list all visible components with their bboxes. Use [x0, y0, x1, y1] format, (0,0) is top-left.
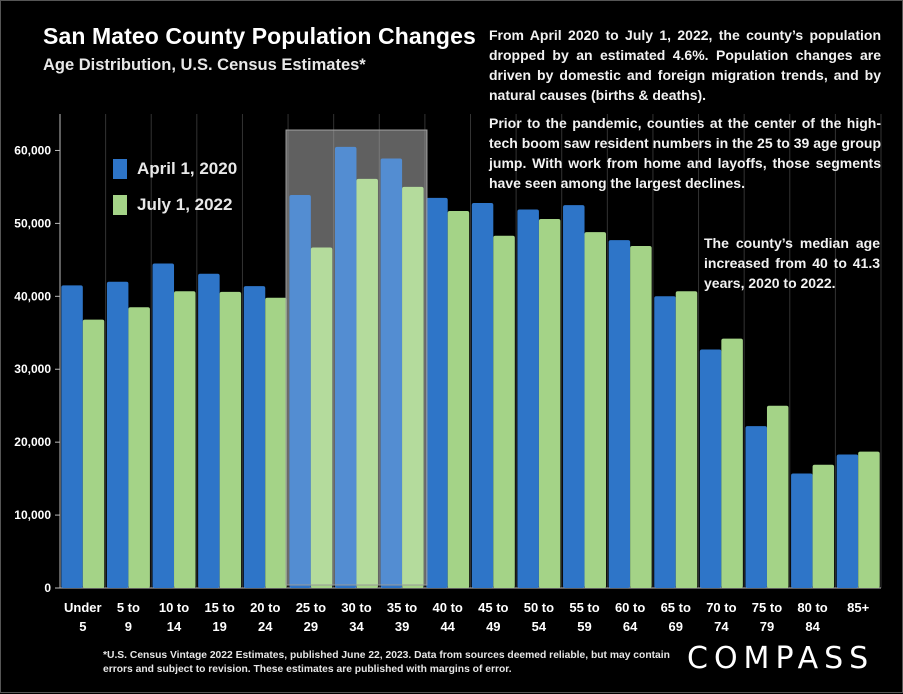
- bar-2020: [745, 426, 767, 588]
- y-tick-label: 20,000: [14, 435, 51, 449]
- bar-2022: [128, 307, 150, 588]
- x-tick-label-line1: 50 to: [524, 600, 554, 615]
- bar-2020: [699, 349, 722, 588]
- x-tick-label-line1: 25 to: [296, 600, 326, 615]
- x-tick-label-line1: 45 to: [478, 600, 508, 615]
- legend-label-2020: April 1, 2020: [137, 159, 238, 178]
- bar-2022: [766, 405, 789, 588]
- bar-2020: [654, 296, 676, 588]
- x-tick-label-line1: 70 to: [706, 600, 736, 615]
- bar-2022: [174, 291, 196, 588]
- x-tick-label-line1: 5 to: [117, 600, 140, 615]
- chart-title: San Mateo County Population Changes: [43, 23, 476, 49]
- chart-subtitle: Age Distribution, U.S. Census Estimates*: [43, 56, 366, 74]
- bar-2022: [858, 451, 880, 588]
- legend-swatch-2022: [113, 195, 127, 215]
- x-tick-label-line1: 65 to: [661, 600, 691, 615]
- x-tick-label-line2: 5: [79, 619, 86, 634]
- highlight-box-overlay: [285, 129, 428, 586]
- x-tick-label-line2: 49: [486, 619, 500, 634]
- y-tick-label: 10,000: [14, 508, 51, 522]
- x-tick-label-line2: 29: [304, 619, 318, 634]
- bar-2020: [836, 454, 859, 588]
- x-tick-label-line1: 10 to: [159, 600, 189, 615]
- bar-2022: [538, 219, 561, 589]
- x-tick-label-line2: 44: [440, 619, 455, 634]
- bar-2020: [289, 194, 311, 588]
- bar-2020: [791, 473, 813, 588]
- annotation-population-drop: From April 2020 to July 1, 2022, the cou…: [489, 27, 881, 103]
- bar-2022: [447, 210, 470, 589]
- legend-swatch-2020: [113, 159, 127, 179]
- x-tick-label-line2: 34: [349, 619, 364, 634]
- x-tick-label-line1: 60 to: [615, 600, 645, 615]
- bar-2020: [243, 286, 266, 588]
- y-tick-label: 30,000: [14, 362, 51, 376]
- bar-2022: [219, 291, 242, 588]
- y-tick-label: 50,000: [14, 216, 51, 230]
- bar-2022: [402, 186, 424, 588]
- x-tick-label-line2: 14: [167, 619, 182, 634]
- x-tick-label-line1: 20 to: [250, 600, 280, 615]
- x-tick-label-line2: 79: [760, 619, 774, 634]
- bar-2022: [356, 178, 378, 588]
- x-tick-label-line1: 80 to: [797, 600, 827, 615]
- x-tick-label-line1: 85+: [847, 600, 869, 615]
- bar-2022: [310, 247, 333, 589]
- legend-label-2022: July 1, 2022: [137, 195, 233, 214]
- x-tick-label-line2: 24: [258, 619, 273, 634]
- bar-2022: [265, 297, 287, 588]
- y-tick-label: 0: [44, 581, 51, 595]
- x-tick-label-line1: 15 to: [204, 600, 234, 615]
- footnote: *U.S. Census Vintage 2022 Estimates, pub…: [103, 650, 670, 675]
- bar-2020: [608, 240, 631, 588]
- x-tick-label-line2: 74: [714, 619, 729, 634]
- bar-2020: [61, 285, 83, 588]
- legend-item-2022: July 1, 2022: [113, 192, 273, 218]
- bar-2022: [812, 464, 835, 588]
- x-tick-label-line2: 69: [669, 619, 683, 634]
- annotation-median-age: The county’s median age increased from 4…: [704, 235, 880, 291]
- bar-2022: [675, 291, 698, 588]
- bar-2020: [517, 209, 539, 588]
- x-tick-label-line1: 35 to: [387, 600, 417, 615]
- x-tick-label-line2: 39: [395, 619, 409, 634]
- x-tick-label-line2: 64: [623, 619, 638, 634]
- bar-2022: [493, 235, 515, 588]
- bar-2020: [334, 146, 357, 589]
- bar-2020: [198, 273, 220, 588]
- bar-2020: [152, 263, 175, 588]
- y-tick-label: 60,000: [14, 143, 51, 157]
- annotation-pandemic: Prior to the pandemic, counties at the c…: [489, 115, 881, 191]
- bar-2020: [426, 197, 448, 588]
- x-tick-label-line2: 59: [577, 619, 591, 634]
- legend-item-2020: April 1, 2020: [113, 156, 273, 182]
- x-tick-label-line1: 40 to: [433, 600, 463, 615]
- bar-2022: [82, 319, 105, 588]
- compass-logo: COMPASS: [687, 641, 875, 676]
- bar-2022: [584, 232, 607, 589]
- x-tick-label-line1: 30 to: [341, 600, 371, 615]
- bar-2022: [721, 338, 743, 588]
- x-tick-label-line2: 9: [125, 619, 132, 634]
- x-tick-label-line1: Under: [64, 600, 102, 615]
- x-tick-label-line2: 54: [532, 619, 547, 634]
- bar-2022: [630, 245, 652, 588]
- bar-2020: [106, 281, 129, 588]
- bar-2020: [471, 202, 494, 588]
- bar-2020: [563, 205, 585, 588]
- x-tick-label-line2: 84: [805, 619, 820, 634]
- x-tick-label-line1: 75 to: [752, 600, 782, 615]
- x-tick-label-line2: 19: [212, 619, 226, 634]
- x-tick-label-line1: 55 to: [569, 600, 599, 615]
- y-tick-label: 40,000: [14, 289, 51, 303]
- bar-2020: [380, 158, 403, 588]
